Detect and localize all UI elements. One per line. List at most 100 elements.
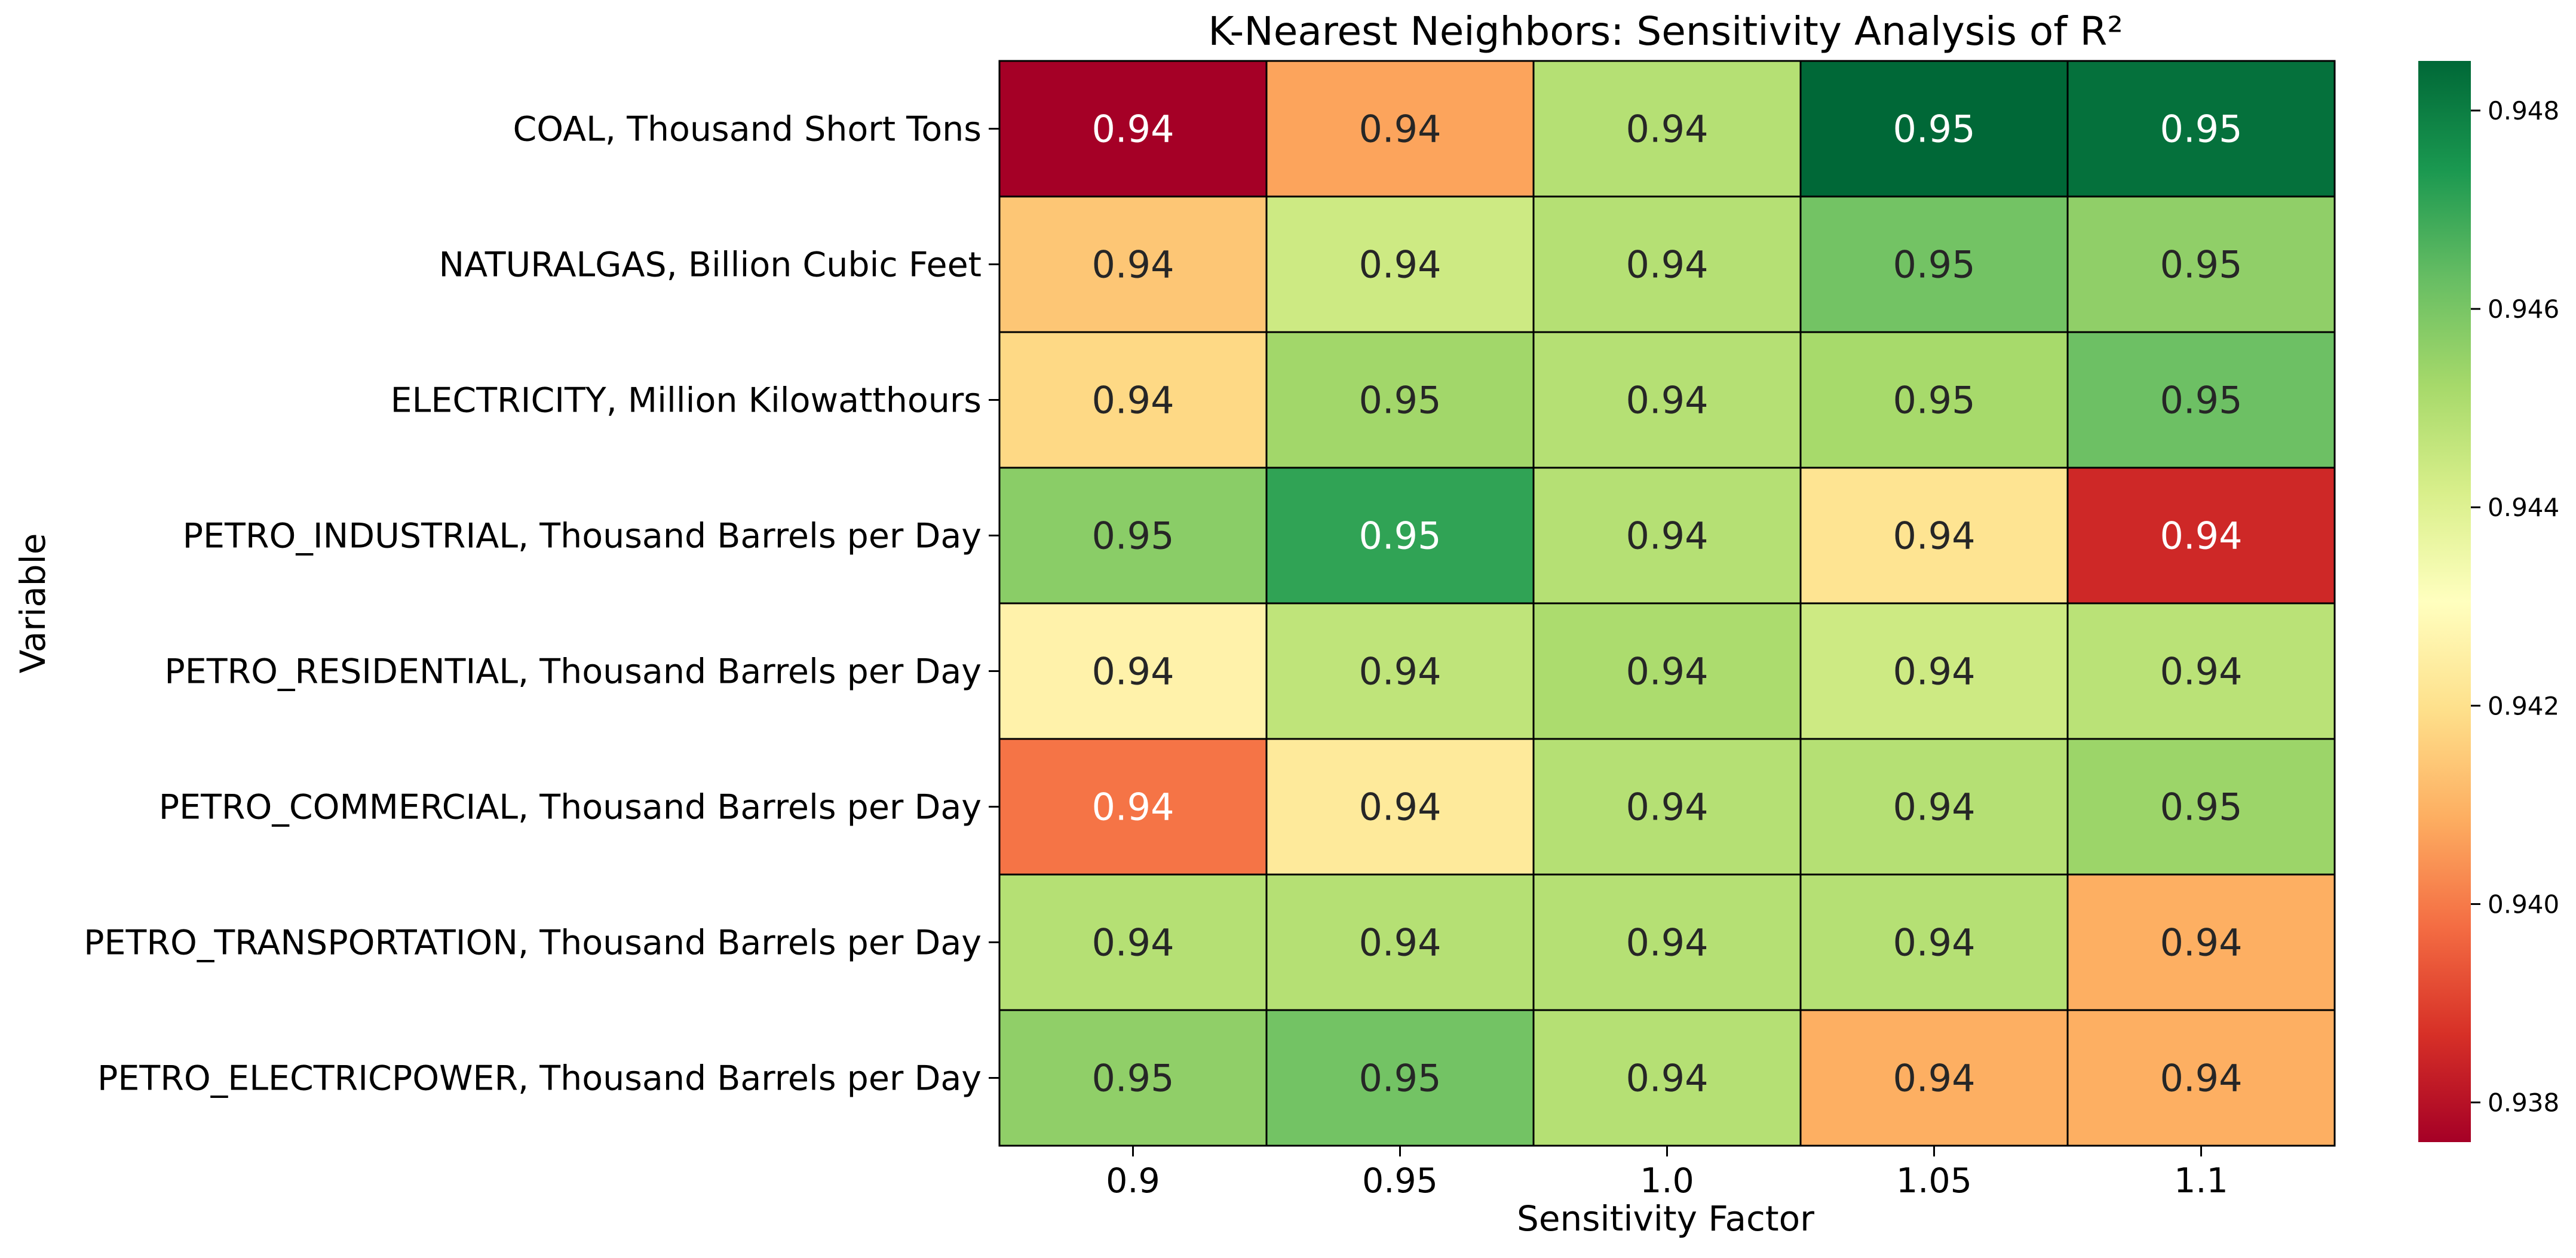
- cell-annotation: 0.94: [1626, 243, 1708, 287]
- y-tick-label: PETRO_TRANSPORTATION, Thousand Barrels p…: [84, 923, 982, 963]
- cell-annotation: 0.94: [1091, 379, 1174, 422]
- cell-annotation: 0.94: [1091, 786, 1174, 829]
- heatmap-cell: [1532, 331, 1802, 469]
- x-tick-label: 0.95: [1362, 1161, 1438, 1201]
- heatmap-cell: [1799, 873, 2069, 1011]
- heatmap-cell: [2066, 602, 2336, 740]
- heatmap-cell: [2066, 195, 2336, 333]
- cell-annotation: 0.94: [1626, 514, 1708, 558]
- cell-annotation: 0.95: [1091, 1057, 1174, 1100]
- cell-annotation: 0.95: [1893, 243, 1975, 287]
- cell-annotation: 0.94: [1091, 650, 1174, 694]
- x-tick-label: 0.9: [1106, 1161, 1160, 1201]
- colorbar-tick-label: 0.944: [2488, 493, 2559, 522]
- y-tick-label: ELECTRICITY, Million Kilowatthours: [391, 381, 982, 421]
- cell-annotation: 0.94: [1358, 243, 1441, 287]
- colorbar-tick-label: 0.948: [2488, 96, 2559, 125]
- cell-annotation: 0.95: [2160, 243, 2242, 287]
- y-tick-label: NATURALGAS, Billion Cubic Feet: [439, 246, 982, 285]
- heatmap-cell: [998, 602, 1268, 740]
- colorbar-ticks: 0.938 0.940 0.942 0.944 0.946 0.948: [2471, 96, 2559, 1118]
- cell-annotation: 0.95: [2160, 379, 2242, 422]
- colorbar-tick-label: 0.938: [2488, 1088, 2559, 1118]
- heatmap-cell: [1532, 873, 1802, 1011]
- y-tick-labels: COAL, Thousand Short Tons NATURALGAS, Bil…: [84, 110, 999, 1099]
- cell-annotation: 0.94: [1893, 786, 1975, 829]
- cell-annotation: 0.94: [1626, 921, 1708, 965]
- heatmap-cell: [2066, 331, 2336, 469]
- heatmap-cell: [1799, 602, 2069, 740]
- heatmap-cell: [1532, 602, 1802, 740]
- heatmap-cell: [998, 60, 1268, 198]
- heatmap-cell: [2066, 738, 2336, 876]
- cell-annotation: 0.95: [1091, 514, 1174, 558]
- colorbar: [2418, 61, 2471, 1142]
- chart-title: K-Nearest Neighbors: Sensitivity Analysi…: [1208, 8, 2123, 54]
- heatmap-cell: [2066, 467, 2336, 605]
- cell-annotation: 0.94: [2160, 514, 2242, 558]
- heatmap-cell: [1799, 738, 2069, 876]
- colorbar-tick-label: 0.946: [2488, 294, 2559, 324]
- heatmap-cell: [1265, 467, 1535, 605]
- cell-annotation: 0.95: [2160, 108, 2242, 151]
- cell-annotation: 0.94: [2160, 921, 2242, 965]
- x-tick-labels: 0.9 0.95 1.0 1.05 1.1: [1106, 1146, 2228, 1201]
- cell-annotation: 0.94: [1626, 1057, 1708, 1100]
- heatmap-cell: [1532, 1009, 1802, 1147]
- heatmap-cell: [1532, 467, 1802, 605]
- x-axis-label: Sensitivity Factor: [1517, 1198, 1814, 1239]
- cell-annotation: 0.94: [1893, 1057, 1975, 1100]
- heatmap-cell: [998, 738, 1268, 876]
- heatmap-cell: [1799, 331, 2069, 469]
- y-axis-label: Variable: [13, 533, 53, 674]
- cell-annotation: 0.94: [1358, 786, 1441, 829]
- cell-annotation: 0.95: [1893, 379, 1975, 422]
- cell-annotation: 0.94: [1626, 650, 1708, 694]
- heatmap-cell: [1799, 467, 2069, 605]
- heatmap-cell: [1799, 195, 2069, 333]
- x-tick-label: 1.0: [1640, 1161, 1694, 1201]
- heatmap-cells: 0.94 0.94 0.94 0.95 0.95 0.94 0.94 0.94 0.95 0.95…: [998, 60, 2336, 1147]
- cell-annotation: 0.94: [1358, 921, 1441, 965]
- cell-annotation: 0.95: [1358, 1057, 1441, 1100]
- cell-annotation: 0.94: [1091, 921, 1174, 965]
- y-tick-label: PETRO_ELECTRICPOWER, Thousand Barrels pe…: [97, 1059, 982, 1099]
- y-tick-label: PETRO_INDUSTRIAL, Thousand Barrels per D…: [183, 517, 982, 556]
- colorbar-tick-label: 0.942: [2488, 691, 2559, 720]
- heatmap-cell: [998, 1009, 1268, 1147]
- cell-annotation: 0.95: [1358, 514, 1441, 558]
- heatmap-cell: [998, 873, 1268, 1011]
- cell-annotation: 0.94: [1626, 786, 1708, 829]
- cell-annotation: 0.95: [1358, 379, 1441, 422]
- cell-annotation: 0.94: [1893, 650, 1975, 694]
- heatmap-cell: [1532, 60, 1802, 198]
- heatmap-cell: [2066, 1009, 2336, 1147]
- heatmap-cell: [1532, 195, 1802, 333]
- x-tick-label: 1.1: [2174, 1161, 2228, 1201]
- cell-annotation: 0.94: [1626, 379, 1708, 422]
- cell-annotation: 0.94: [1358, 650, 1441, 694]
- cell-annotation: 0.95: [1893, 108, 1975, 151]
- y-tick-label: PETRO_COMMERCIAL, Thousand Barrels per D…: [159, 788, 982, 827]
- cell-annotation: 0.95: [2160, 786, 2242, 829]
- y-tick-label: PETRO_RESIDENTIAL, Thousand Barrels per …: [164, 652, 982, 692]
- colorbar-tick-label: 0.940: [2488, 889, 2559, 919]
- heatmap-cell: [1265, 602, 1535, 740]
- cell-annotation: 0.94: [1893, 921, 1975, 965]
- cell-annotation: 0.94: [1626, 108, 1708, 151]
- heatmap-cell: [1265, 60, 1535, 198]
- heatmap-cell: [998, 467, 1268, 605]
- heatmap-cell: [1799, 60, 2069, 198]
- cell-annotation: 0.94: [1091, 108, 1174, 151]
- cell-annotation: 0.94: [1358, 108, 1441, 151]
- heatmap-cell: [1265, 331, 1535, 469]
- y-tick-label: COAL, Thousand Short Tons: [513, 110, 982, 149]
- heatmap-cell: [1265, 195, 1535, 333]
- cell-annotation: 0.94: [2160, 1057, 2242, 1100]
- cell-annotation: 0.94: [1893, 514, 1975, 558]
- x-tick-label: 1.05: [1896, 1161, 1972, 1201]
- cell-annotation: 0.94: [1091, 243, 1174, 287]
- heatmap-cell: [2066, 873, 2336, 1011]
- cell-annotation: 0.94: [2160, 650, 2242, 694]
